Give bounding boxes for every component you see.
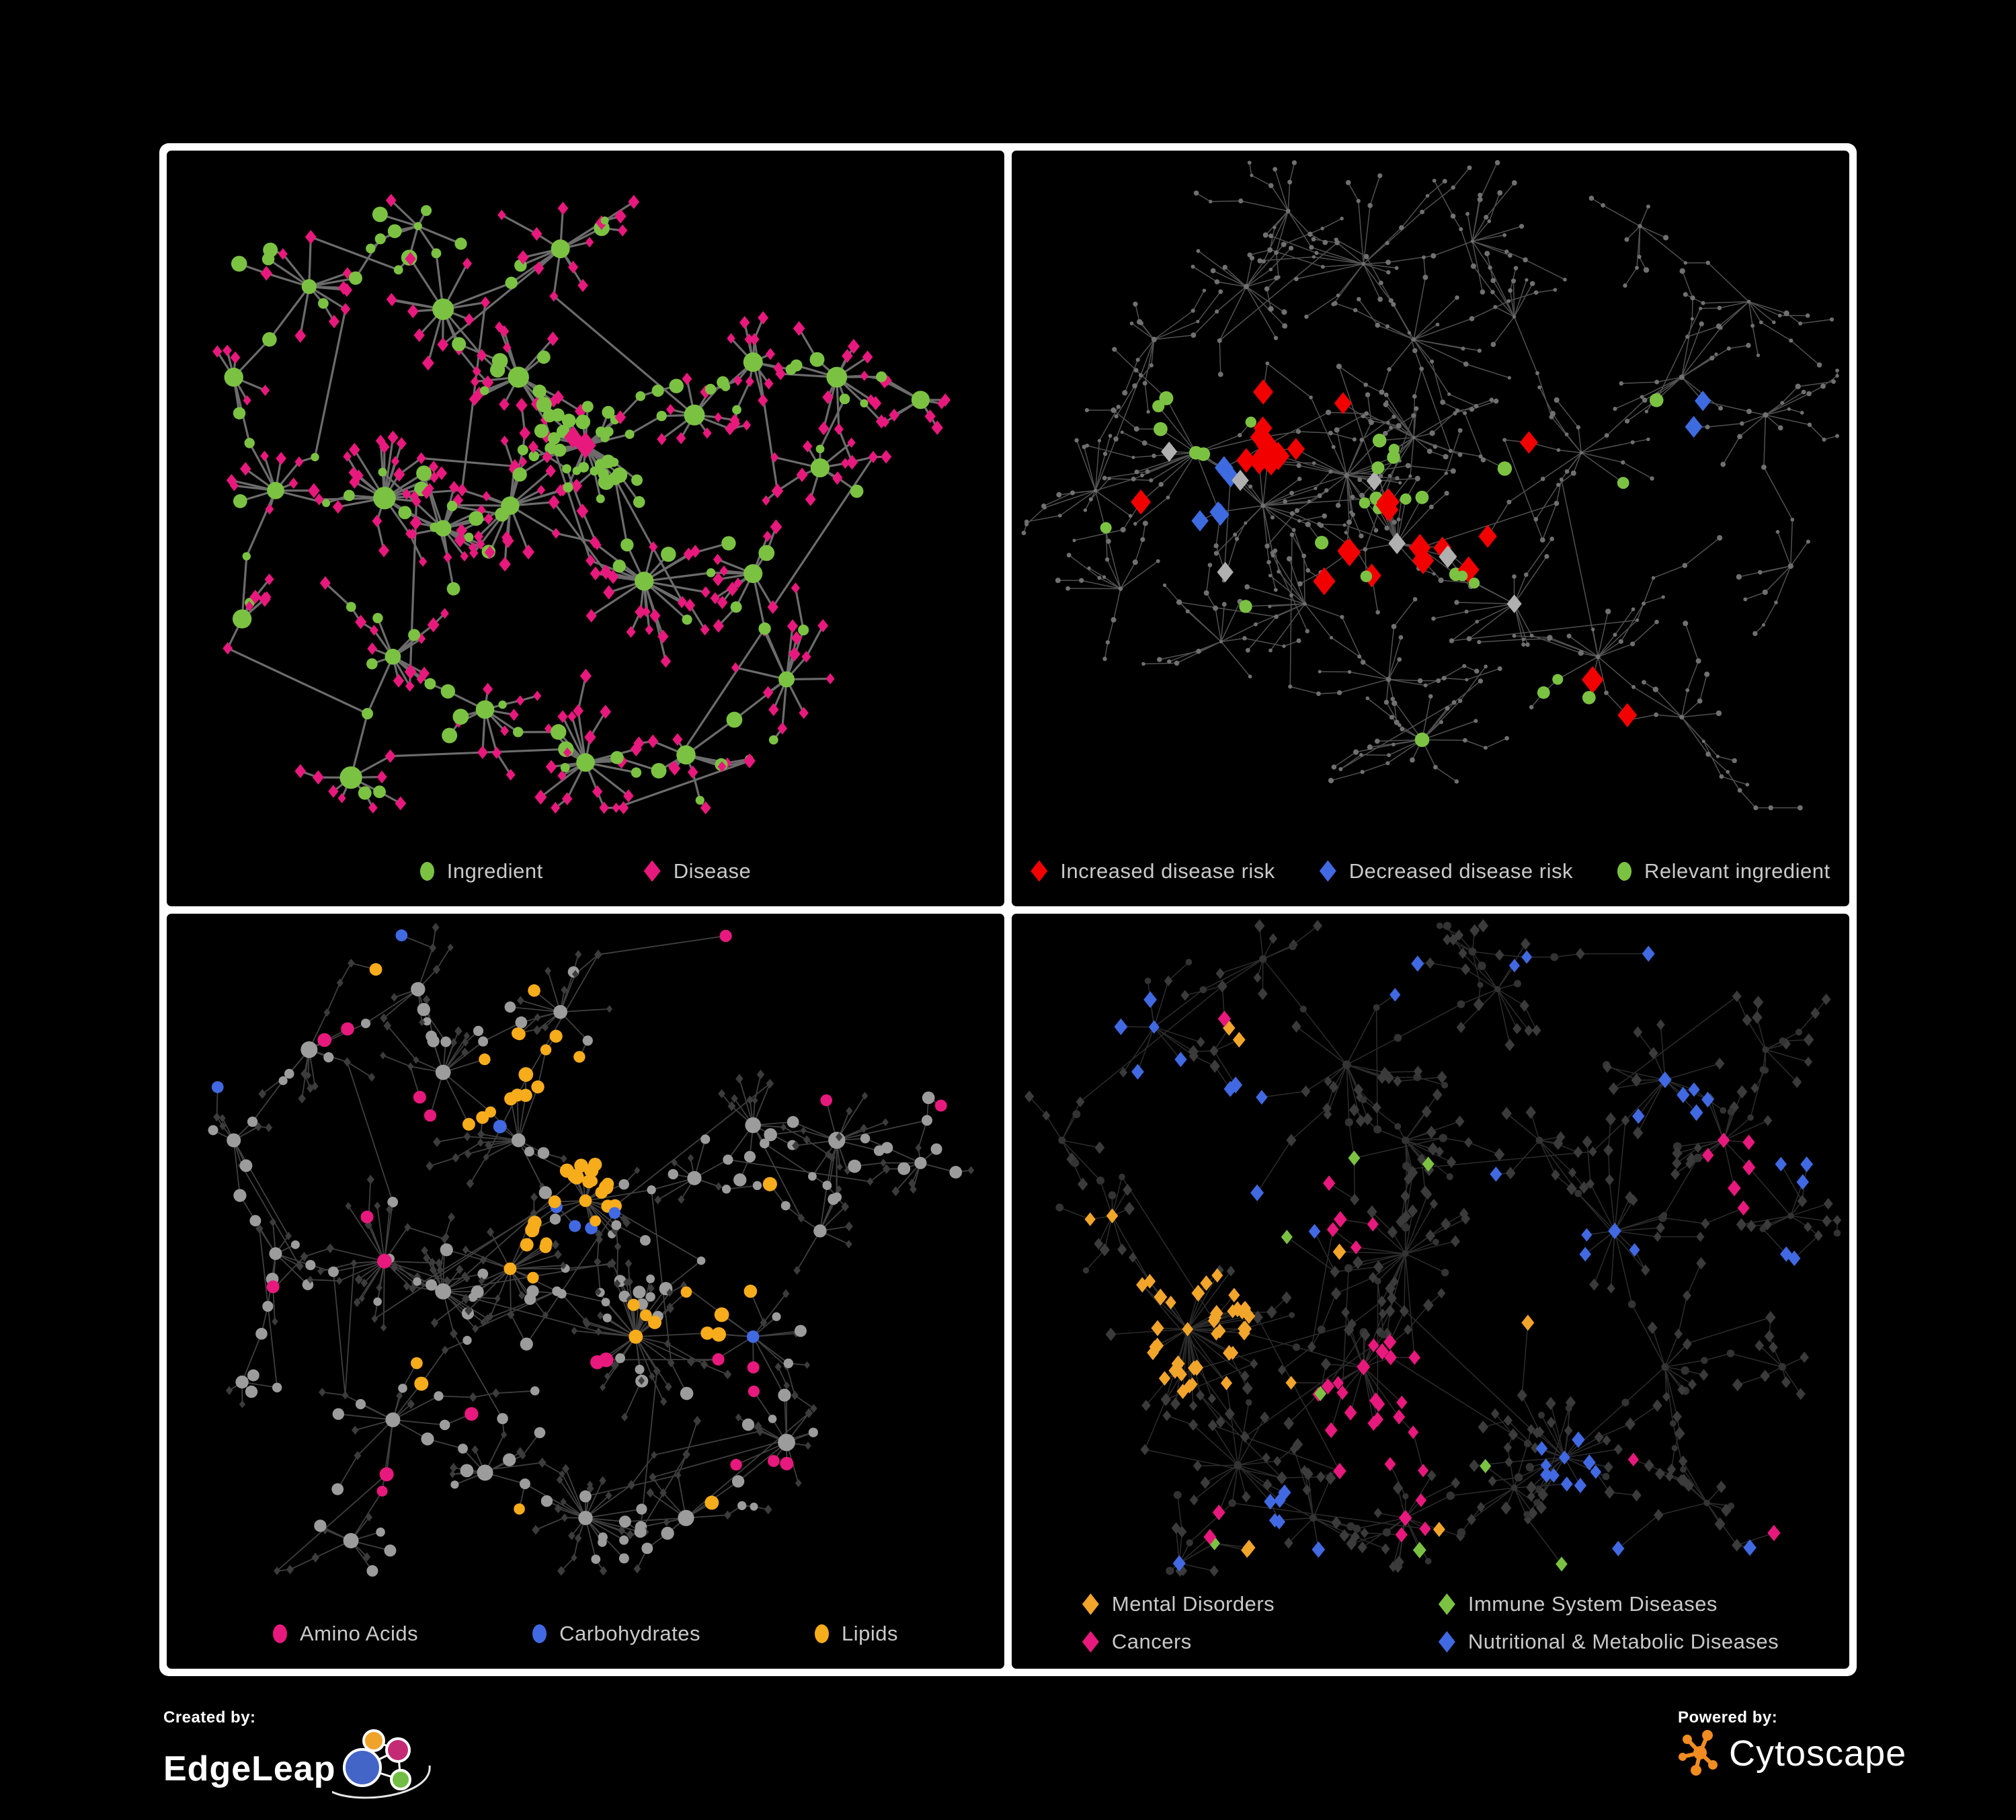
legend-label: Decreased disease risk — [1348, 859, 1573, 883]
legend-label: Cancers — [1111, 1630, 1192, 1653]
powered-by-credit: Powered by: Cytoscape — [1678, 1708, 1906, 1778]
legend-marker-circle-icon — [532, 1624, 547, 1643]
network-graph — [1021, 160, 1839, 811]
legend-label: Disease — [673, 859, 752, 883]
legend-item: Mental Disorders — [1082, 1592, 1398, 1616]
network-graph — [212, 194, 951, 815]
created-by-label: Created by: — [163, 1708, 256, 1727]
panel-nutrient-class-network: Amino Acids Carbohydrates Lipids — [167, 913, 1004, 1669]
panel-disease-risk-network: Increased disease risk Decreased disease … — [1012, 151, 1849, 906]
legend: Increased disease risk Decreased disease … — [1012, 859, 1849, 883]
legend-label: Relevant ingredient — [1644, 859, 1830, 883]
legend-label: Lipids — [841, 1622, 898, 1645]
legend-marker-diamond-icon — [1082, 1631, 1099, 1653]
legend-marker-diamond-icon — [1319, 860, 1336, 882]
legend-item: Cancers — [1082, 1630, 1398, 1654]
cytoscape-logo: Cytoscape — [1678, 1729, 1906, 1778]
legend-item: Lipids — [814, 1622, 898, 1646]
legend-item: Decreased disease risk — [1319, 859, 1573, 883]
legend-label: Mental Disorders — [1111, 1592, 1275, 1616]
legend-item: Nutritional & Metabolic Diseases — [1438, 1630, 1779, 1654]
network-graph — [208, 922, 975, 1577]
legend-marker-diamond-icon — [1438, 1631, 1455, 1653]
legend-marker-diamond-icon — [1438, 1593, 1455, 1615]
edgeleap-swoosh — [331, 1765, 431, 1799]
legend-marker-circle-icon — [273, 1624, 288, 1643]
cytoscape-wordmark: Cytoscape — [1729, 1733, 1907, 1774]
legend-marker-diamond-icon — [1031, 860, 1048, 882]
legend-label: Increased disease risk — [1060, 859, 1275, 883]
panels-grid: Ingredient Disease Increased disease risk… — [159, 143, 1857, 1676]
legend-label: Nutritional & Metabolic Diseases — [1467, 1630, 1779, 1653]
legend-label: Amino Acids — [300, 1622, 419, 1645]
legend-item: Disease — [643, 859, 752, 883]
panel-ingredient-disease-network: Ingredient Disease — [167, 151, 1004, 906]
cytoscape-icon — [1679, 1730, 1718, 1776]
legend-label: Immune System Diseases — [1467, 1592, 1718, 1616]
legend-marker-circle-icon — [1617, 861, 1631, 881]
legend: Amino Acids Carbohydrates Lipids — [167, 1622, 1004, 1646]
legend: Mental Disorders Immune System Diseases Ca… — [1012, 1592, 1849, 1654]
legend-item: Relevant ingredient — [1617, 859, 1830, 883]
legend-label: Carbohydrates — [559, 1622, 700, 1645]
legend-marker-circle-icon — [419, 861, 434, 881]
edgeleap-logo: EdgeLeap — [163, 1729, 433, 1809]
legend-item: Immune System Diseases — [1438, 1592, 1779, 1616]
legend: Ingredient Disease — [167, 859, 1004, 883]
legend-item: Carbohydrates — [532, 1622, 700, 1646]
panel-disease-class-network: Mental Disorders Immune System Diseases Ca… — [1012, 913, 1849, 1669]
legend-item: Increased disease risk — [1031, 859, 1275, 883]
legend-label: Ingredient — [446, 859, 543, 883]
edgeleap-network-icon — [331, 1729, 431, 1799]
legend-item: Ingredient — [419, 859, 543, 883]
legend-marker-diamond-icon — [643, 860, 661, 882]
legend-item: Amino Acids — [273, 1622, 418, 1646]
created-by-credit: Created by: EdgeLeap — [163, 1708, 433, 1809]
legend-marker-circle-icon — [814, 1624, 829, 1643]
powered-by-label: Powered by: — [1678, 1708, 1778, 1727]
edgeleap-wordmark: EdgeLeap — [163, 1749, 336, 1788]
network-graph — [1024, 918, 1842, 1577]
legend-marker-diamond-icon — [1082, 1593, 1099, 1615]
